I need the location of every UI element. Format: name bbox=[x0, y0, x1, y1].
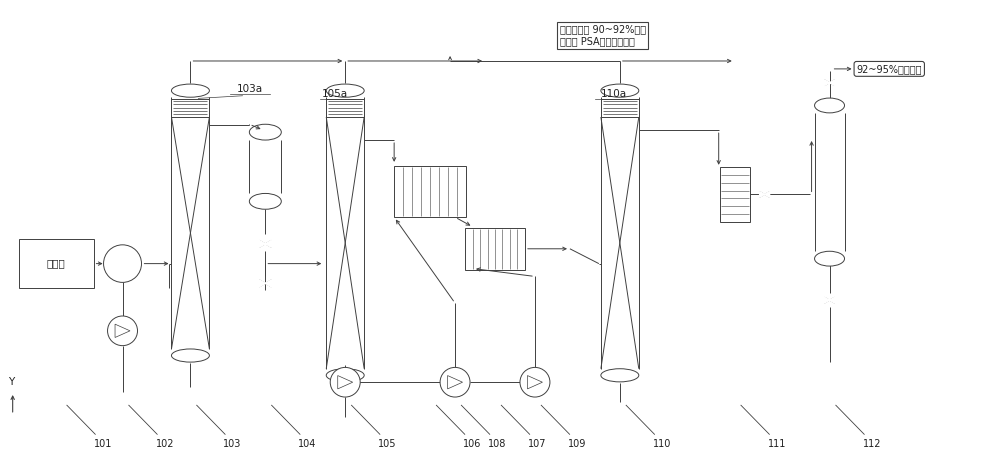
Text: 111: 111 bbox=[768, 438, 786, 449]
Circle shape bbox=[330, 368, 360, 397]
Polygon shape bbox=[259, 280, 271, 287]
Text: 110a: 110a bbox=[601, 88, 627, 99]
Text: 112: 112 bbox=[862, 438, 881, 449]
Ellipse shape bbox=[171, 349, 209, 362]
Text: 107: 107 bbox=[528, 438, 546, 449]
Ellipse shape bbox=[601, 84, 639, 97]
Polygon shape bbox=[760, 192, 770, 198]
Text: 103: 103 bbox=[223, 438, 242, 449]
Text: 102: 102 bbox=[155, 438, 174, 449]
Bar bbox=[601, 99, 639, 117]
Ellipse shape bbox=[249, 124, 281, 140]
Polygon shape bbox=[448, 376, 463, 389]
Ellipse shape bbox=[171, 84, 209, 97]
Polygon shape bbox=[825, 80, 835, 86]
Ellipse shape bbox=[815, 251, 845, 266]
Ellipse shape bbox=[249, 193, 281, 209]
Circle shape bbox=[520, 368, 550, 397]
Text: 103a: 103a bbox=[237, 84, 263, 94]
Circle shape bbox=[108, 316, 138, 345]
Polygon shape bbox=[259, 240, 271, 248]
Bar bbox=[326, 99, 364, 117]
Ellipse shape bbox=[326, 84, 364, 97]
Bar bbox=[465, 228, 525, 270]
Text: Y: Y bbox=[8, 377, 14, 387]
Bar bbox=[720, 167, 750, 221]
Circle shape bbox=[440, 368, 470, 397]
Polygon shape bbox=[825, 297, 835, 303]
Text: 92~95%二氧化碘: 92~95%二氧化碘 bbox=[857, 64, 922, 74]
Bar bbox=[394, 166, 466, 217]
Text: 烟道气: 烟道气 bbox=[47, 258, 65, 269]
Text: 108: 108 bbox=[488, 438, 506, 449]
Ellipse shape bbox=[815, 98, 845, 113]
Text: 105: 105 bbox=[378, 438, 397, 449]
Polygon shape bbox=[527, 376, 542, 389]
Text: 101: 101 bbox=[94, 438, 112, 449]
FancyBboxPatch shape bbox=[19, 239, 94, 288]
Ellipse shape bbox=[601, 369, 639, 382]
Text: 110: 110 bbox=[653, 438, 671, 449]
Polygon shape bbox=[115, 324, 130, 337]
Ellipse shape bbox=[326, 369, 364, 382]
Text: 104: 104 bbox=[298, 438, 317, 449]
Bar bbox=[171, 99, 209, 117]
Polygon shape bbox=[338, 376, 353, 389]
Text: 105a: 105a bbox=[322, 88, 348, 99]
Circle shape bbox=[104, 245, 141, 282]
Text: 106: 106 bbox=[463, 438, 481, 449]
Text: 109: 109 bbox=[568, 438, 586, 449]
Text: 塔顶放空气 90~92%氮气
去氮气 PSA浓缩提纯系统: 塔顶放空气 90~92%氮气 去氮气 PSA浓缩提纯系统 bbox=[560, 24, 646, 46]
